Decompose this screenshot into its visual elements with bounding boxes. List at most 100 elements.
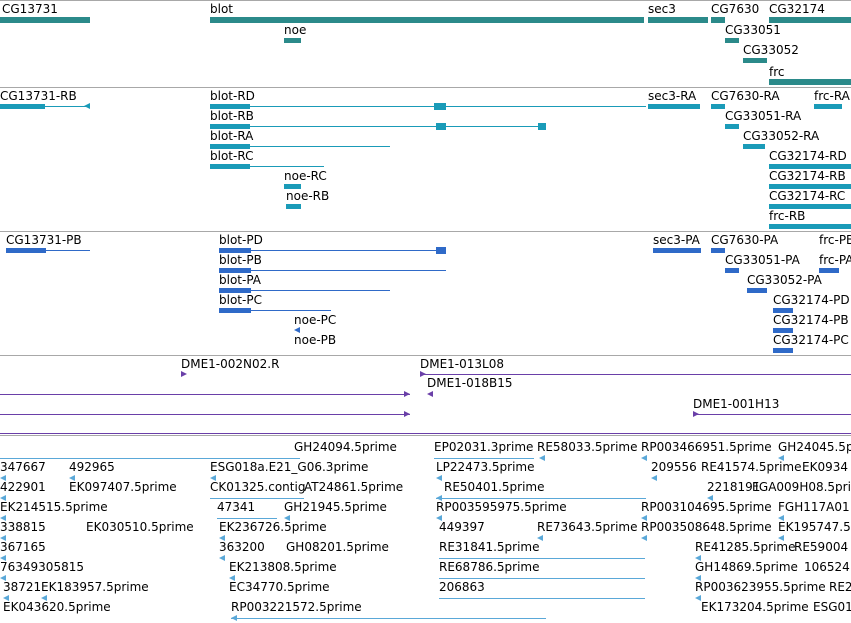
transcript-label[interactable]: sec3-RA — [648, 89, 697, 103]
gene-feature[interactable] — [210, 17, 644, 23]
protein-feature[interactable] — [436, 247, 446, 254]
protein-label[interactable]: CG13731-PB — [6, 233, 82, 247]
transcript-label[interactable]: blot-RC — [210, 149, 254, 163]
est-label[interactable]: EC34770.5prime — [229, 580, 330, 594]
protein-feature[interactable] — [819, 268, 839, 273]
est-label[interactable]: EK030510.5prime — [86, 520, 194, 534]
gene-feature[interactable] — [0, 17, 90, 23]
transcript-label[interactable]: CG32174-RC — [769, 189, 846, 203]
est-label[interactable]: GH21945.5prime — [284, 500, 387, 514]
gene-label[interactable]: noe — [284, 23, 307, 37]
transcript-exon[interactable] — [743, 144, 765, 149]
est-label[interactable]: 106524 — [804, 560, 850, 574]
est-label[interactable]: EK214515.5prime — [0, 500, 108, 514]
est-label[interactable]: 338815 — [0, 520, 46, 534]
transcript-label[interactable]: blot-RD — [210, 89, 255, 103]
protein-label[interactable]: blot-PC — [219, 293, 262, 307]
transcript-exon[interactable] — [434, 103, 446, 110]
est-label[interactable]: EK173204.5prime — [701, 600, 809, 614]
est-span[interactable] — [436, 498, 646, 499]
est-label[interactable]: RP003623955.5prime — [695, 580, 826, 594]
est-label[interactable]: RP003104695.5prime — [641, 500, 772, 514]
est-label[interactable]: 367165 — [0, 540, 46, 554]
est-label[interactable]: EK213808.5prime — [229, 560, 337, 574]
protein-label[interactable]: sec3-PA — [653, 233, 700, 247]
est-label[interactable]: RE58033.5prime — [537, 440, 638, 454]
protein-feature[interactable] — [747, 288, 767, 293]
est-label[interactable]: 209556 — [651, 460, 697, 474]
est-label[interactable]: EK0934 — [802, 460, 848, 474]
est-span[interactable] — [439, 558, 645, 559]
protein-feature[interactable] — [773, 328, 793, 333]
transcript-exon[interactable] — [210, 104, 250, 109]
transcript-label[interactable]: CG32174-RB — [769, 169, 846, 183]
transcript-exon[interactable] — [711, 104, 725, 109]
gene-feature[interactable] — [743, 58, 767, 63]
est-label[interactable]: FGH117A01 — [778, 500, 850, 514]
est-span[interactable] — [434, 458, 534, 459]
protein-feature[interactable] — [773, 308, 793, 313]
transcript-exon[interactable] — [725, 124, 739, 129]
transcript-label[interactable]: CG7630-RA — [711, 89, 780, 103]
est-label[interactable]: 492965 — [69, 460, 115, 474]
est-label[interactable]: GH14869.5prime — [695, 560, 798, 574]
est-label[interactable]: EK097407.5prime — [69, 480, 177, 494]
transcript-label[interactable]: CG33051-RA — [725, 109, 802, 123]
transcript-exon[interactable] — [814, 104, 842, 109]
est-label[interactable]: RE2 — [829, 580, 851, 594]
transcript-exon[interactable] — [0, 104, 45, 109]
transcript-exon[interactable] — [769, 164, 851, 169]
transcript-label[interactable]: noe-RC — [284, 169, 327, 183]
transcript-exon[interactable] — [210, 164, 250, 169]
gene-feature[interactable] — [769, 17, 851, 23]
est-label[interactable]: EK043620.5prime — [3, 600, 111, 614]
transcript-label[interactable]: blot-RB — [210, 109, 254, 123]
est-label[interactable]: RE31841.5prime — [439, 540, 540, 554]
est-span[interactable] — [0, 458, 300, 459]
est-label[interactable]: 422901 — [0, 480, 46, 494]
gene-label[interactable]: CG7630 — [711, 2, 760, 16]
clone-label[interactable]: DME1-002N02.R — [181, 357, 280, 371]
est-label[interactable]: 363200 — [219, 540, 265, 554]
transcript-exon[interactable] — [210, 124, 250, 129]
est-label[interactable]: 449397 — [439, 520, 485, 534]
protein-feature[interactable] — [219, 248, 251, 253]
protein-feature[interactable] — [711, 248, 725, 253]
est-label[interactable]: RP003508648.5prime — [641, 520, 772, 534]
protein-label[interactable]: noe-PC — [294, 313, 337, 327]
clone-label[interactable]: DME1-018B15 — [427, 376, 513, 390]
transcript-label[interactable]: noe-RB — [286, 189, 330, 203]
protein-label[interactable]: CG32174-PD — [773, 293, 850, 307]
est-label[interactable]: LP22473.5prime — [436, 460, 535, 474]
protein-label[interactable]: CG33052-PA — [747, 273, 822, 287]
est-label[interactable]: EK195747.5 — [778, 520, 851, 534]
est-label[interactable]: RP003595975.5prime — [436, 500, 567, 514]
transcript-label[interactable]: CG13731-RB — [0, 89, 77, 103]
est-span[interactable] — [439, 598, 645, 599]
est-label[interactable]: 206863 — [439, 580, 485, 594]
clone-span[interactable] — [0, 414, 410, 415]
est-label[interactable]: RP003221572.5prime — [231, 600, 362, 614]
protein-label[interactable]: frc-PB — [819, 233, 851, 247]
gene-feature[interactable] — [769, 79, 851, 85]
transcript-label[interactable]: CG33052-RA — [743, 129, 820, 143]
est-label[interactable]: RP003466951.5prime — [641, 440, 772, 454]
gene-label[interactable]: blot — [210, 2, 233, 16]
est-label[interactable]: ESG01 — [813, 600, 851, 614]
transcript-label[interactable]: frc-RB — [769, 209, 806, 223]
transcript-exon[interactable] — [286, 204, 301, 209]
est-span[interactable] — [231, 618, 546, 619]
transcript-exon[interactable] — [769, 224, 851, 229]
gene-label[interactable]: CG33051 — [725, 23, 781, 37]
protein-label[interactable]: frc-PA — [819, 253, 851, 267]
clone-span[interactable] — [0, 433, 851, 434]
transcript-label[interactable]: blot-RA — [210, 129, 254, 143]
est-label[interactable]: RE41285.5prime — [695, 540, 796, 554]
gene-feature[interactable] — [648, 17, 708, 23]
est-label[interactable]: 47341 — [217, 500, 256, 514]
transcript-label[interactable]: CG32174-RD — [769, 149, 847, 163]
est-span[interactable] — [210, 498, 304, 499]
est-label[interactable]: EK236726.5prime — [219, 520, 327, 534]
clone-span[interactable] — [0, 394, 410, 395]
protein-feature[interactable] — [653, 248, 701, 253]
